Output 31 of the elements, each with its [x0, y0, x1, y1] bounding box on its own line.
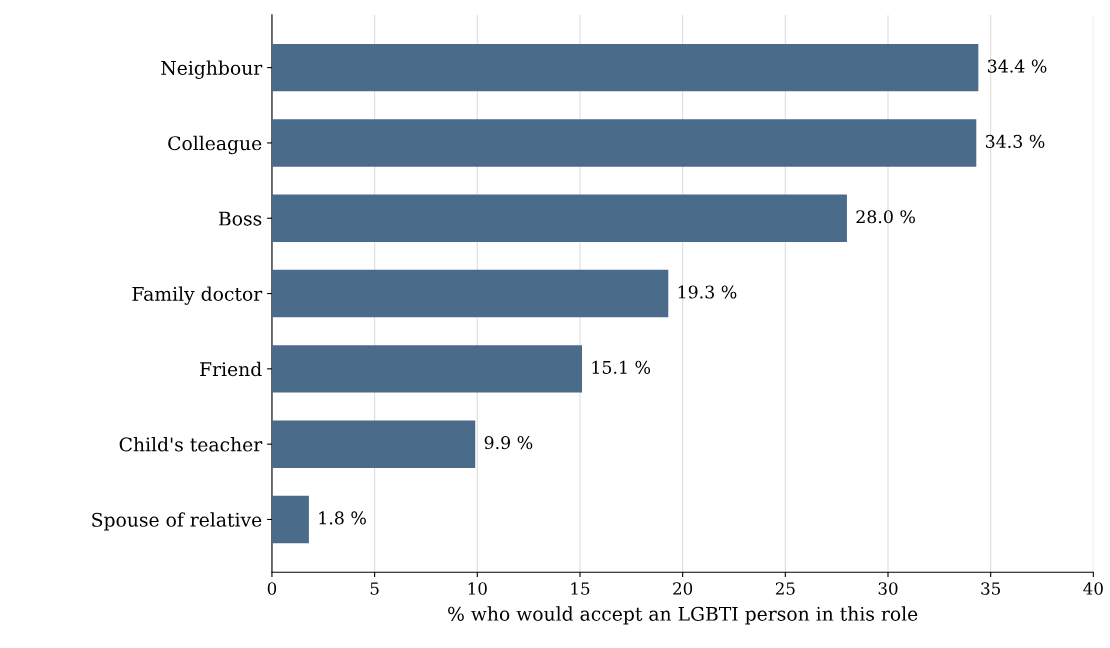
x-tick-label: 0 [267, 582, 277, 595]
y-tick-label: Boss [218, 211, 262, 226]
bar [271, 420, 476, 468]
data-label: 9.9 % [484, 436, 533, 450]
bar [271, 119, 977, 167]
data-label: 15.1 % [592, 360, 651, 374]
x-tick-label: 30 [878, 582, 898, 595]
data-label: 28.0 % [856, 210, 915, 224]
x-tick-label: 20 [673, 582, 693, 595]
x-axis-title: % who would accept an LGBTI person in this role [448, 606, 918, 625]
bar [271, 194, 847, 242]
x-tick-label: 15 [571, 582, 590, 595]
y-tick-label: Colleague [168, 135, 262, 155]
y-tick-label: Spouse of relative [92, 512, 262, 531]
data-label: 1.8 % [319, 511, 366, 525]
bar [271, 495, 309, 544]
bar [271, 269, 669, 318]
y-tick-label: Friend [200, 361, 262, 377]
y-tick-label: Child's teacher [119, 437, 263, 452]
data-label: 34.3 % [985, 134, 1045, 148]
x-tick-label: 5 [370, 582, 379, 595]
bar [271, 43, 979, 92]
data-label: 19.3 % [678, 285, 737, 299]
y-tick-label: Neighbour [161, 60, 263, 79]
x-tick-label: 25 [775, 582, 795, 595]
y-tick-label: Family doctor [132, 286, 263, 305]
bar [271, 345, 583, 393]
x-tick-label: 35 [981, 582, 1000, 595]
x-tick-label: 10 [468, 582, 487, 595]
x-tick-label: 40 [1083, 582, 1103, 595]
data-label: 34.4 % [988, 59, 1047, 73]
